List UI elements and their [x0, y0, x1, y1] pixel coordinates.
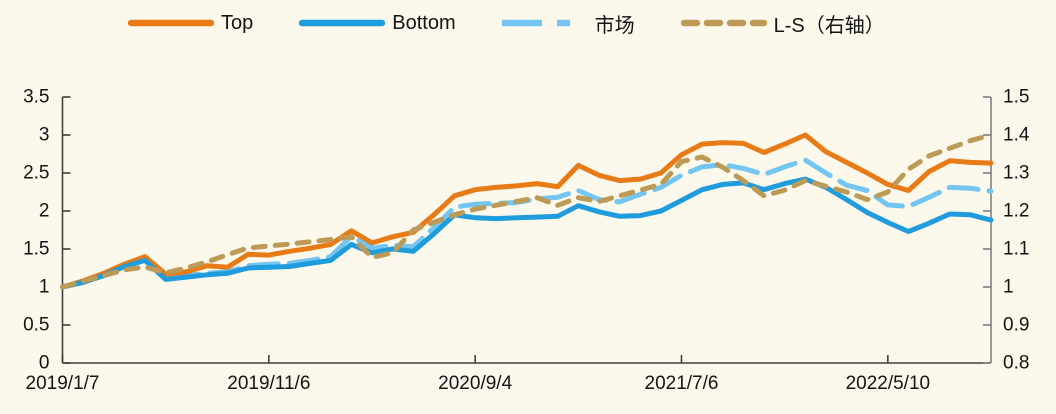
legend: Top Bottom 市场 L-S（右轴）: [128, 9, 885, 37]
x-axis-tick-label: 2022/5/10: [846, 373, 931, 394]
x-axis-tick-label: 2019/11/6: [227, 373, 310, 394]
legend-label-market: 市场: [594, 14, 635, 37]
right-axis-tick-label: 1: [1003, 277, 1014, 298]
legend-label-bottom: Bottom: [392, 11, 456, 34]
legend-label-top: Top: [221, 11, 254, 34]
legend-item-top: Top: [128, 12, 253, 35]
legend-item-bottom: Bottom: [299, 11, 456, 35]
legend-item-market: 市场: [501, 9, 635, 38]
right-axis-tick-label: 1.2: [1003, 201, 1029, 222]
right-axis-tick-label: 1.3: [1003, 163, 1029, 184]
top-series-swatch: [128, 19, 214, 27]
right-axis-tick-label: 0.9: [1003, 315, 1029, 336]
right-axis-tick-label: 1.5: [1003, 87, 1029, 108]
series-line-ls: [60, 132, 994, 290]
left-axis-tick-label: 2.5: [23, 163, 49, 184]
series-line-top: [60, 132, 994, 290]
legend-label-ls: L-S（右轴）: [773, 14, 885, 37]
left-axis-tick-label: 1: [39, 277, 50, 298]
left-axis-tick-label: 0: [39, 353, 50, 374]
series-line-bottom: [60, 176, 994, 290]
left-axis-tick-label: 3: [39, 125, 50, 146]
market-series-swatch: [501, 19, 588, 27]
x-axis-tick-label: 2021/7/6: [645, 373, 719, 394]
x-axis-tick-label: 2020/9/4: [438, 373, 512, 394]
left-axis-tick-label: 3.5: [23, 87, 49, 108]
right-axis-tick-label: 1.1: [1003, 239, 1029, 260]
right-axis-tick-label: 1.4: [1003, 125, 1030, 146]
right-axis-tick-label: 0.8: [1003, 353, 1029, 374]
x-axis-tick-label: 2019/1/7: [26, 373, 100, 394]
bottom-series-swatch: [299, 19, 386, 27]
left-axis-tick-label: 0.5: [23, 315, 49, 336]
left-axis-tick-label: 1.5: [23, 239, 49, 260]
left-axis-tick-label: 2: [39, 201, 50, 222]
legend-item-ls: L-S（右轴）: [680, 9, 885, 38]
ls-series-swatch: [680, 19, 767, 27]
